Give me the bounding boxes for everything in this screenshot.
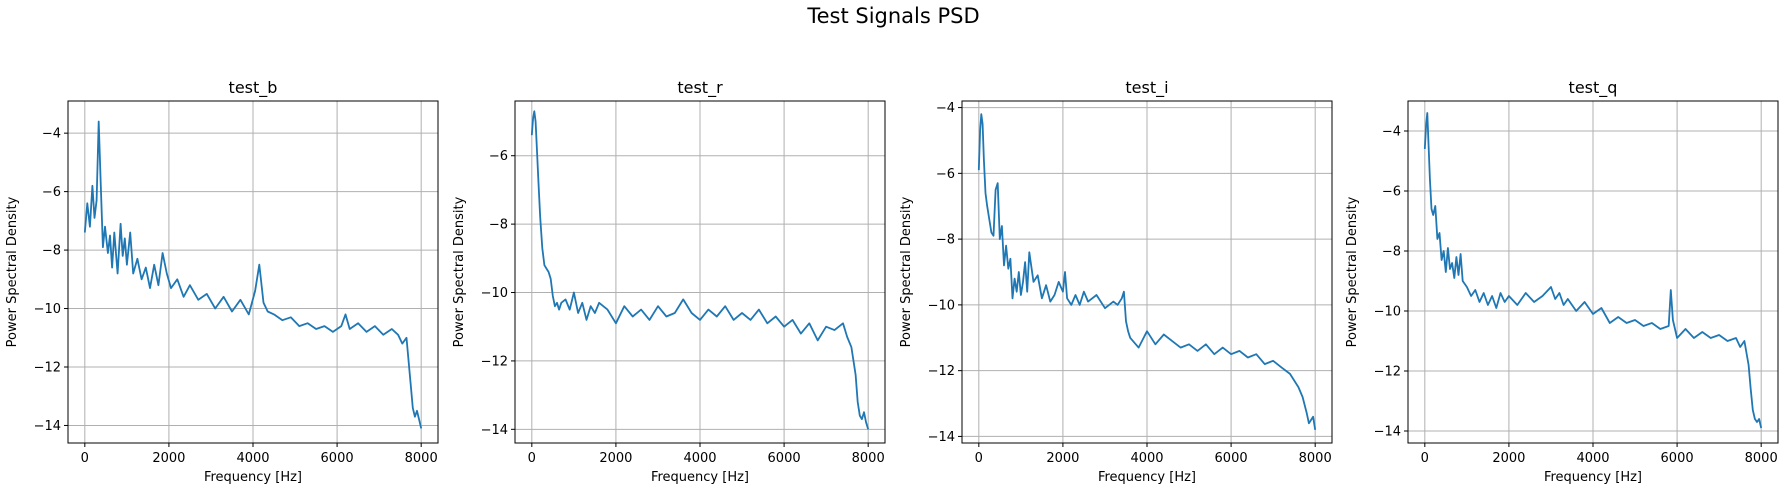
y-tick-label: −6 (42, 185, 61, 200)
y-tick-label: −10 (34, 302, 61, 317)
y-tick-label: −12 (481, 354, 508, 369)
series-line (977, 113, 1317, 430)
x-axis-label: Frequency [Hz] (204, 470, 302, 485)
x-tick-label: 4000 (236, 451, 269, 466)
y-tick-label: −10 (928, 298, 955, 313)
x-axis-label: Frequency [Hz] (651, 470, 749, 485)
x-tick-label: 0 (81, 451, 89, 466)
x-tick-label: 8000 (405, 451, 438, 466)
panel-title: test_b (229, 78, 278, 98)
y-tick-label: −10 (481, 286, 508, 301)
panel-title: test_q (1569, 78, 1618, 98)
y-tick-label: −8 (936, 233, 955, 248)
x-tick-label: 2000 (1492, 451, 1525, 466)
y-tick-label: −14 (928, 430, 955, 445)
y-tick-label: −8 (1382, 245, 1401, 260)
panel-0: 0 2000 4000 6000 8000 −14 −12 −10 −8 −6 −4 test_b Fr… (5, 78, 439, 485)
x-tick-label: 6000 (1661, 451, 1694, 466)
series-line (1423, 112, 1763, 429)
y-tick-label: −14 (481, 423, 508, 438)
x-tick-label: 0 (975, 451, 983, 466)
x-tick-label: 6000 (1215, 451, 1248, 466)
y-tick-label: −10 (1374, 305, 1401, 320)
x-tick-label: 6000 (321, 451, 354, 466)
y-tick-label: −4 (1382, 125, 1401, 140)
y-tick-label: −4 (936, 101, 955, 116)
y-tick-label: −6 (489, 149, 508, 164)
x-axis-label: Frequency [Hz] (1098, 470, 1196, 485)
x-tick-label: 6000 (768, 451, 801, 466)
y-tick-label: −14 (1374, 425, 1401, 440)
panel-title: test_i (1125, 78, 1168, 98)
series-line (530, 110, 870, 430)
x-tick-label: 8000 (852, 451, 885, 466)
x-tick-label: 4000 (683, 451, 716, 466)
y-tick-label: −6 (1382, 185, 1401, 200)
panel-1: 0 2000 4000 6000 8000 −14 −12 −10 −8 −6 test_r Freq… (452, 78, 886, 485)
x-tick-label: 0 (528, 451, 536, 466)
panel-title: test_r (677, 78, 723, 98)
x-tick-label: 8000 (1745, 451, 1778, 466)
x-tick-label: 0 (1421, 451, 1429, 466)
y-tick-label: −8 (489, 218, 508, 233)
x-tick-label: 4000 (1576, 451, 1609, 466)
x-tick-label: 2000 (599, 451, 632, 466)
panel-2: 0 2000 4000 6000 8000 −14 −12 −10 −8 −6 −4 test_i Fr… (899, 78, 1333, 485)
x-tick-label: 4000 (1130, 451, 1163, 466)
x-tick-label: 2000 (152, 451, 185, 466)
series-line (83, 120, 423, 429)
x-tick-label: 8000 (1299, 451, 1332, 466)
figure-title: Test Signals PSD (807, 4, 980, 28)
y-tick-label: −12 (1374, 365, 1401, 380)
y-axis-label: Power Spectral Density (1345, 196, 1360, 347)
y-tick-label: −12 (928, 364, 955, 379)
y-axis-label: Power Spectral Density (5, 196, 20, 347)
x-tick-label: 2000 (1046, 451, 1079, 466)
y-tick-label: −12 (34, 361, 61, 376)
x-axis-label: Frequency [Hz] (1544, 470, 1642, 485)
y-axis-label: Power Spectral Density (899, 196, 914, 347)
panel-3: 0 2000 4000 6000 8000 −14 −12 −10 −8 −6 −4 test_q Fr… (1345, 78, 1779, 485)
y-tick-label: −8 (42, 244, 61, 259)
y-tick-label: −4 (42, 127, 61, 142)
y-tick-label: −14 (34, 419, 61, 434)
y-axis-label: Power Spectral Density (452, 196, 467, 347)
y-tick-label: −6 (936, 167, 955, 182)
